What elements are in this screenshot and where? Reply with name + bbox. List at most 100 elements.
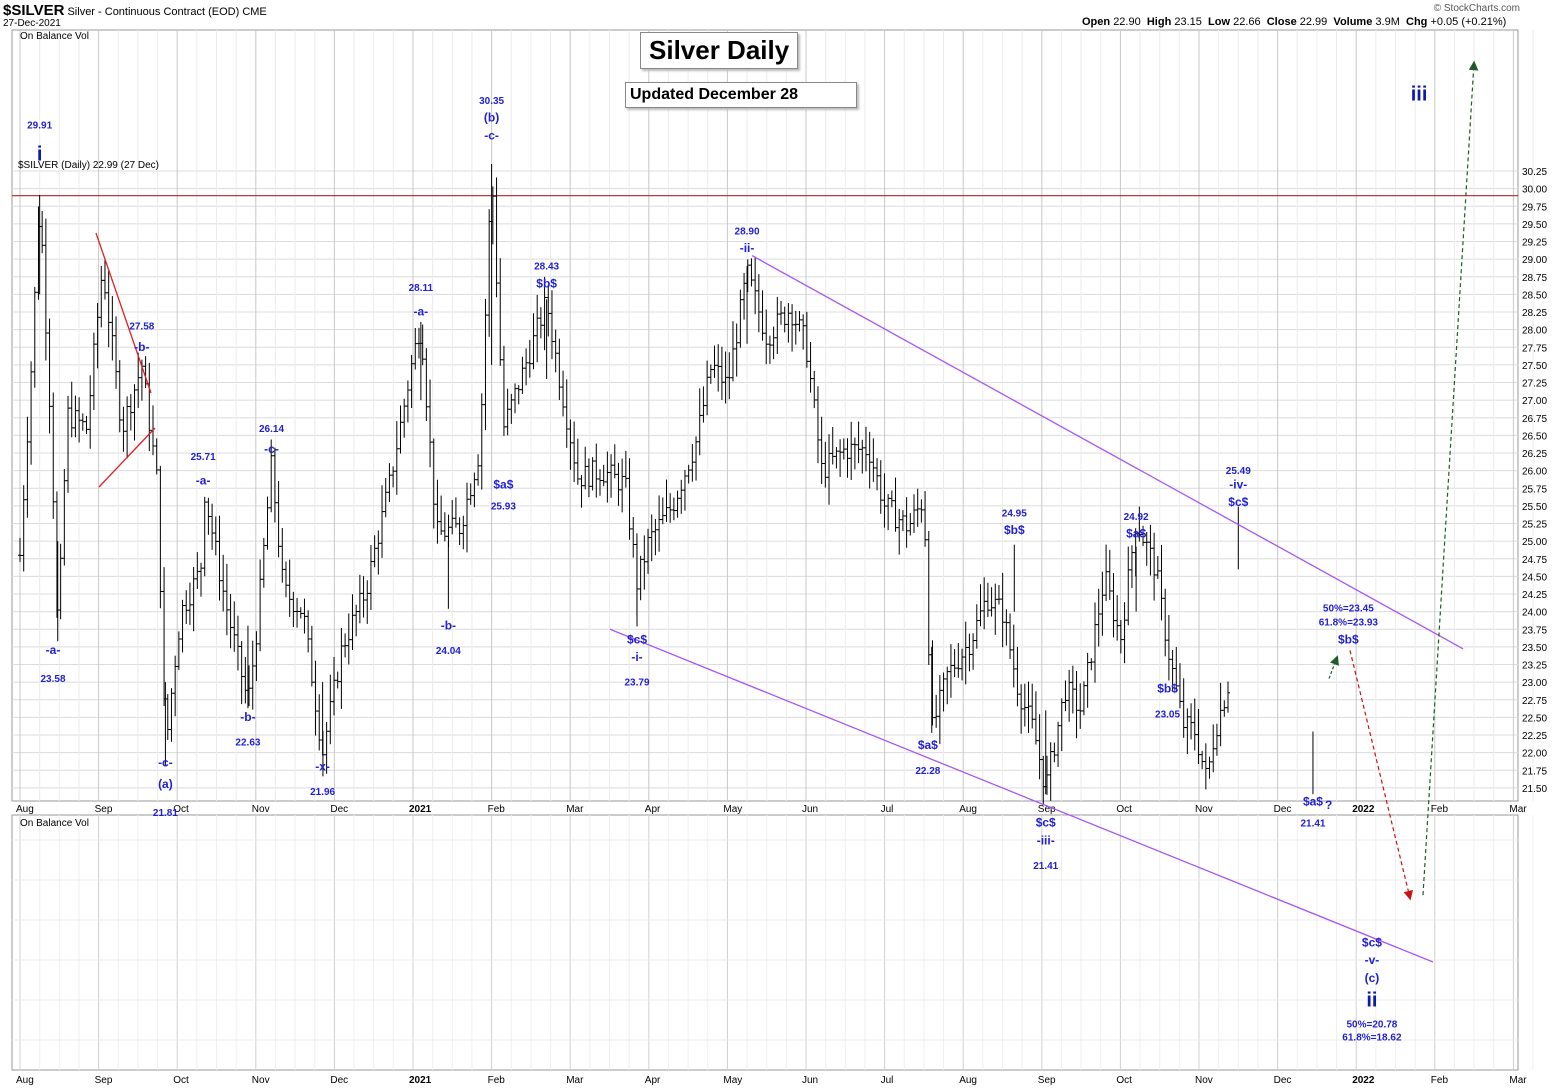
wave-label: 21.41: [1300, 819, 1325, 830]
copyright: © StockCharts.com: [1433, 3, 1520, 14]
wave-label: 61.8%=18.62: [1342, 1032, 1402, 1043]
wave-label: $c$: [1362, 936, 1382, 950]
price-bar: [1037, 714, 1042, 780]
price-bar: [1033, 691, 1038, 745]
price-bar: [819, 416, 824, 485]
price-bar: [173, 655, 178, 717]
price-bar: [623, 450, 628, 488]
price-bar: [882, 473, 887, 528]
price-bar: [583, 446, 588, 490]
price-bar: [716, 344, 721, 392]
wave-label: (b): [484, 111, 499, 125]
price-bar: [232, 601, 237, 652]
obv-x-tick-label: Mar: [566, 1075, 584, 1086]
price-bar: [1019, 684, 1024, 734]
price-bar: [18, 537, 22, 562]
price-bar: [457, 517, 462, 546]
chart-title: Silver Daily: [640, 32, 799, 69]
price-bar: [852, 437, 857, 470]
price-bar: [69, 381, 74, 438]
price-bar: [313, 660, 318, 736]
price-bar: [538, 307, 543, 339]
price-bar: [956, 642, 961, 678]
price-bar: [202, 496, 207, 577]
price-bar: [453, 497, 458, 528]
price-bar: [682, 469, 687, 511]
y-tick-label: 28.50: [1522, 290, 1547, 301]
price-bar: [1096, 588, 1101, 647]
price-bar: [1008, 613, 1013, 659]
price-bar: [1226, 681, 1231, 713]
wave-label: 21.41: [1033, 861, 1058, 872]
price-bar: [154, 438, 159, 475]
price-bar: [612, 444, 617, 479]
wave-label: 21.96: [310, 787, 335, 798]
wave-label: $a$: [1303, 795, 1323, 809]
price-bar: [383, 477, 388, 518]
y-tick-label: 27.75: [1522, 343, 1547, 354]
price-bar: [764, 309, 769, 365]
price-bar: [1030, 683, 1035, 729]
obv-x-tick-label: Jul: [881, 1075, 894, 1086]
wave-label: 26.14: [259, 424, 284, 435]
x-tick-label: Jul: [881, 804, 894, 815]
wave-label: $a$: [918, 738, 938, 752]
stat-close-label: Close: [1266, 16, 1297, 28]
y-tick-label: 27.25: [1522, 379, 1547, 390]
price-bar: [180, 599, 185, 653]
stat-volume-label: Volume: [1333, 16, 1373, 28]
price-bar: [1118, 620, 1123, 654]
y-tick-label: 21.75: [1522, 766, 1547, 777]
price-bar: [343, 633, 348, 658]
wave-label: ii: [1366, 989, 1377, 1011]
y-tick-label: 28.25: [1522, 308, 1547, 319]
y-tick-label: 29.25: [1522, 238, 1547, 249]
price-bar: [332, 656, 337, 716]
wave-label: -iv-: [1229, 477, 1247, 491]
price-bar: [376, 530, 381, 575]
obv-x-tick-label: Dec: [330, 1075, 348, 1086]
price-bar: [106, 270, 111, 348]
price-bar: [586, 458, 591, 498]
wave-label: 25.71: [191, 452, 216, 463]
price-bar: [686, 464, 691, 484]
price-bar: [1107, 549, 1112, 600]
x-tick-label: Nov: [252, 804, 270, 815]
wave-label: 28.43: [534, 262, 559, 273]
price-bar: [394, 421, 399, 495]
price-bar: [642, 535, 647, 590]
price-bar: [235, 615, 240, 671]
price-bar: [368, 545, 373, 610]
price-bar: [952, 649, 957, 678]
price-bar: [786, 303, 791, 343]
price-bar: [638, 555, 643, 601]
wave-label: $c$: [627, 632, 647, 646]
price-bar: [934, 694, 939, 728]
price-bar: [863, 426, 868, 472]
obv-legend-top: On Balance Vol: [20, 31, 89, 42]
price-bar: [494, 177, 499, 298]
wave-label: 28.90: [735, 226, 760, 237]
price-bar: [95, 303, 100, 369]
price-bar: [450, 500, 455, 535]
price-bar: [387, 463, 392, 502]
price-bar: [605, 451, 610, 503]
price-bar: [1052, 742, 1057, 763]
price-bar: [210, 503, 215, 550]
stat-low-label: Low: [1208, 16, 1231, 28]
price-bar: [830, 426, 835, 465]
price-bar: [1048, 742, 1053, 801]
wave-label: -v-: [1365, 953, 1380, 967]
price-bar: [527, 339, 532, 378]
x-tick-label: Aug: [16, 804, 34, 815]
price-bar: [516, 385, 521, 405]
price-bar: [391, 466, 396, 488]
price-bar: [1185, 708, 1190, 755]
price-bar: [84, 415, 89, 435]
price-bar: [25, 416, 30, 518]
price-bar: [1211, 724, 1216, 773]
y-tick-label: 28.75: [1522, 273, 1547, 284]
price-bar: [971, 633, 976, 670]
price-bar: [738, 289, 743, 348]
price-bar: [841, 438, 846, 460]
